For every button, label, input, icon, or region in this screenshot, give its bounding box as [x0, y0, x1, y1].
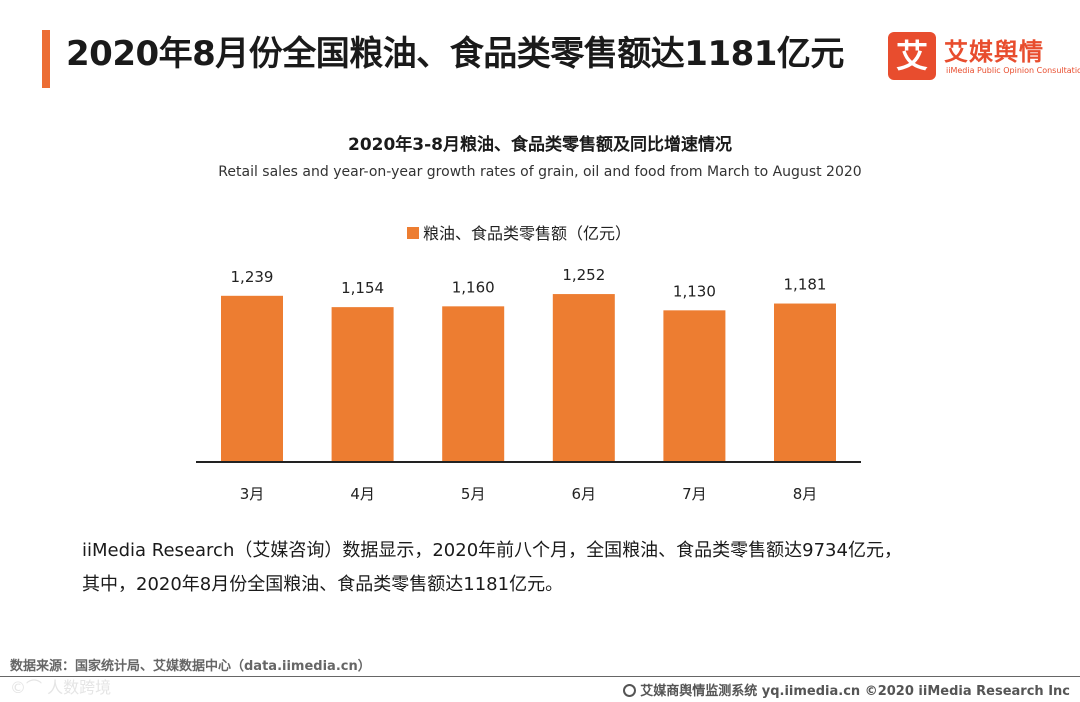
data-label-1: 1,239	[231, 268, 274, 286]
title-accent-bar	[42, 30, 50, 88]
bar-4	[552, 294, 615, 461]
globe-icon	[623, 684, 637, 697]
bar-1	[221, 295, 283, 461]
iimedia-logo: 艾 艾媒舆情 iiMedia Public Opinion Consultati…	[888, 30, 1080, 84]
chart-title: 2020年3-8月粮油、食品类零售额及同比增速情况	[347, 135, 733, 155]
x-tick-label-2: 4月	[350, 485, 375, 503]
page-title: 2020年8月份全国粮油、食品类零售额达1181亿元	[66, 34, 844, 74]
data-label-6: 1,181	[784, 276, 827, 294]
bar-3	[442, 306, 505, 461]
x-tick-label-4: 6月	[572, 485, 597, 503]
logo-mark: 艾	[888, 32, 936, 80]
x-tick-label-3: 5月	[461, 485, 486, 503]
data-label-4: 1,252	[562, 266, 605, 284]
data-label-3: 1,160	[452, 278, 495, 296]
data-label-5: 1,130	[673, 282, 716, 300]
description-text: iiMedia Research（艾媒咨询）数据显示，2020年前八个月，全国粮…	[82, 534, 1042, 602]
legend-label: 粮油、食品类零售额（亿元）	[423, 224, 632, 243]
logo-subtitle: iiMedia Public Opinion Consultation	[946, 66, 1080, 75]
description-line-1: iiMedia Research（艾媒咨询）数据显示，2020年前八个月，全国粮…	[82, 540, 902, 561]
watermark: ©⌒ 人数跨境	[10, 678, 112, 697]
logo-name: 艾媒舆情	[944, 38, 1044, 66]
bar-5	[663, 310, 726, 461]
data-label-2: 1,154	[341, 279, 384, 297]
footer: 艾媒商舆情监测系统 yq.iimedia.cn ©2020 iiMedia Re…	[623, 680, 1070, 699]
description-line-2: 其中，2020年8月份全国粮油、食品类零售额达1181亿元。	[82, 574, 564, 595]
data-source: 数据来源：国家统计局、艾媒数据中心（data.iimedia.cn）	[10, 659, 371, 674]
x-tick-label-5: 7月	[682, 485, 707, 503]
chart-subtitle: Retail sales and year-on-year growth rat…	[218, 164, 862, 180]
x-tick-label-6: 8月	[793, 485, 818, 503]
legend-swatch	[407, 226, 419, 239]
footer-text: 艾媒商舆情监测系统 yq.iimedia.cn ©2020 iiMedia Re…	[640, 684, 1070, 699]
x-tick-label-1: 3月	[240, 485, 265, 503]
bar-2	[331, 307, 394, 461]
bar-6	[774, 303, 836, 461]
bar-chart: 1,239 3月 1,154 4月 1,160 5月 1,252 6月 1,130 7月 1,181…	[196, 266, 861, 503]
chart-legend: 粮油、食品类零售额（亿元）	[407, 220, 631, 244]
footer-divider	[0, 676, 1080, 677]
